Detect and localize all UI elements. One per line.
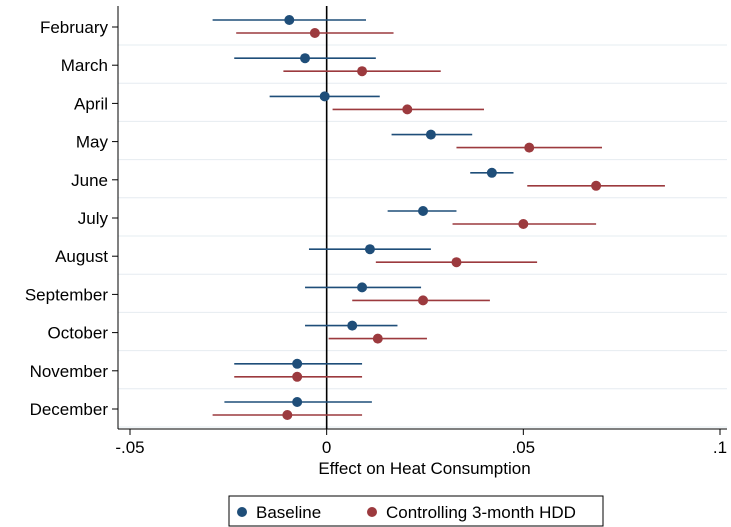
x-tick-label: 0 — [322, 438, 331, 457]
series-layer — [212, 15, 665, 420]
point-estimate — [357, 66, 368, 77]
point-estimate — [292, 358, 303, 369]
point-estimate — [451, 257, 462, 268]
point-estimate — [282, 410, 293, 420]
legend-label: Baseline — [256, 503, 321, 522]
legend-label: Controlling 3-month HDD — [386, 503, 576, 522]
point-estimate — [300, 53, 311, 64]
point-estimate — [524, 142, 535, 153]
x-axis-title: Effect on Heat Consumption — [318, 459, 530, 478]
point-estimate — [518, 219, 529, 229]
y-tick-label: June — [71, 171, 108, 190]
x-axis-ticks: -.05 0 .05 .1 — [115, 429, 727, 457]
point-estimate — [372, 333, 383, 344]
x-tick-label: .05 — [512, 438, 536, 457]
legend-item: Controlling 3-month HDD — [367, 503, 576, 522]
y-tick-label: September — [25, 285, 108, 304]
x-tick-label: -.05 — [115, 438, 144, 457]
y-tick-label: August — [55, 247, 108, 266]
y-tick-label: May — [76, 133, 109, 152]
plot-area: February March April May June July August Septe… — [25, 6, 727, 457]
legend-marker — [367, 507, 377, 517]
point-estimate — [418, 295, 429, 306]
point-estimate — [284, 15, 295, 25]
point-estimate — [319, 91, 330, 102]
series-controlling-hdd — [212, 28, 665, 420]
y-tick-label: October — [48, 324, 109, 343]
point-estimate — [418, 206, 429, 216]
point-estimate — [364, 244, 375, 255]
y-axis-ticks: February March April May June July August Septe… — [25, 18, 118, 419]
series-baseline — [212, 15, 514, 407]
y-tick-label: July — [78, 209, 109, 228]
y-tick-label: December — [30, 400, 109, 419]
point-estimate — [292, 397, 303, 407]
point-estimate — [347, 320, 358, 331]
y-tick-label: February — [40, 18, 109, 37]
y-tick-label: November — [30, 362, 109, 381]
legend: Baseline Controlling 3-month HDD — [228, 495, 604, 527]
point-estimate — [486, 167, 497, 178]
legend-marker — [237, 507, 247, 517]
y-tick-label: April — [74, 94, 108, 113]
legend-item: Baseline — [237, 503, 321, 522]
gridlines — [118, 44, 727, 428]
point-estimate — [309, 28, 320, 38]
point-estimate — [357, 282, 368, 293]
y-tick-label: March — [61, 56, 108, 75]
point-estimate — [591, 180, 602, 191]
point-estimate — [292, 371, 303, 382]
point-estimate — [425, 129, 436, 140]
x-tick-label: .1 — [713, 438, 727, 457]
point-estimate — [402, 104, 413, 115]
plot-frame — [118, 6, 727, 429]
legend-box — [228, 495, 604, 527]
